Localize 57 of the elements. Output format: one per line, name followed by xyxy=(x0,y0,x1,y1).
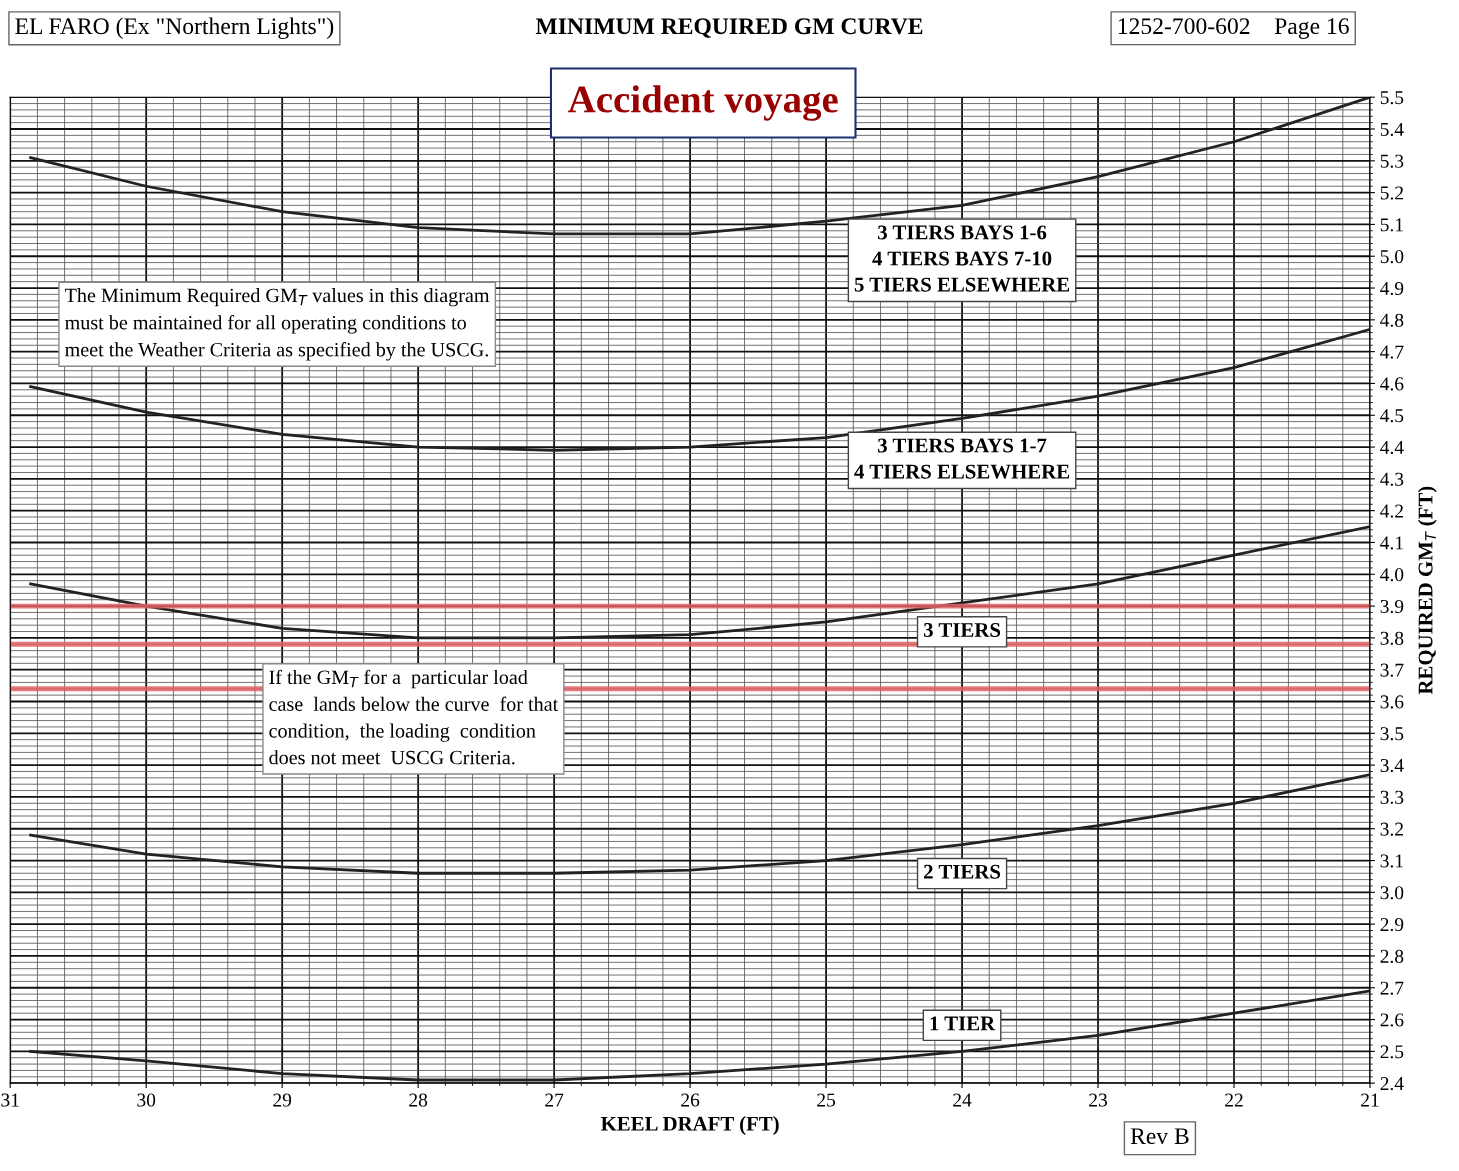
y-tick-label: 4.2 xyxy=(1380,504,1403,518)
x-axis-title: KEEL DRAFT (FT) xyxy=(600,1116,779,1135)
y-tick-label: 3.9 xyxy=(1380,599,1404,614)
y-tick-label: 2.9 xyxy=(1380,918,1404,932)
y-tick-label: 4.9 xyxy=(1380,281,1404,296)
x-tick-label: 25 xyxy=(817,1093,836,1107)
x-tick-label: 22 xyxy=(1225,1093,1243,1107)
annotation: Accident voyage xyxy=(568,85,838,121)
series-label: 3 TIERS BAYS 1-6 4 TIERS BAYS 7-10 5 TIERS ELSEWHERE xyxy=(854,225,1070,292)
x-tick-label: 27 xyxy=(545,1093,564,1107)
y-tick-label: 3.4 xyxy=(1380,758,1404,773)
y-tick-label: 4.1 xyxy=(1380,536,1403,550)
annotation: If the GM$_{T}$ for a particular load case lands below the curve for that condition, the loading condition does not meet USCG Criteria. xyxy=(269,669,559,765)
x-tick-label: 21 xyxy=(1361,1093,1379,1107)
text: 1252-700-602 Page 16 xyxy=(1118,18,1349,39)
y-tick-label: 4.4 xyxy=(1380,441,1404,455)
y-tick-label: 3.8 xyxy=(1380,631,1404,645)
y-tick-label: 3.2 xyxy=(1380,822,1403,836)
x-tick-label: 29 xyxy=(273,1093,292,1107)
x-tick-label: 26 xyxy=(681,1093,700,1107)
y-tick-label: 5.4 xyxy=(1380,122,1404,137)
y-tick-label: 4.5 xyxy=(1380,409,1404,423)
x-tick-label: 28 xyxy=(409,1093,428,1107)
y-tick-label: 3.3 xyxy=(1380,790,1404,804)
y-tick-label: 3.0 xyxy=(1380,886,1404,900)
y-tick-label: 4.8 xyxy=(1380,313,1404,327)
y-tick-label: 4.6 xyxy=(1380,377,1404,391)
series-label: 3 TIERS xyxy=(923,623,1001,638)
series-label: 1 TIER xyxy=(930,1016,996,1031)
y-tick-label: 3.5 xyxy=(1380,727,1404,741)
y-tick-label: 3.6 xyxy=(1380,695,1404,709)
y-tick-label: 2.6 xyxy=(1380,1013,1404,1027)
chart-title: MINIMUM REQUIRED GM CURVE xyxy=(535,18,923,38)
y-tick-label: 5.1 xyxy=(1380,218,1403,232)
x-tick-label: 31 xyxy=(1,1093,19,1107)
y-tick-label: 5.5 xyxy=(1380,91,1404,105)
y-tick-label: 4.3 xyxy=(1380,472,1404,486)
text: Rev B xyxy=(1130,1128,1189,1145)
y-tick-label: 2.7 xyxy=(1380,981,1404,995)
y-tick-label: 5.0 xyxy=(1380,250,1404,264)
series-label: 2 TIERS xyxy=(924,864,1001,879)
y-tick-label: 2.4 xyxy=(1380,1077,1404,1091)
y-tick-label: 3.7 xyxy=(1380,663,1404,677)
y-tick-label: 5.2 xyxy=(1380,186,1403,200)
y-tick-label: 5.3 xyxy=(1380,154,1404,168)
annotation: The Minimum Required GM$_{T}$ values in this diagram must be maintained for all operating conditions to meet the Weather Criteria as specified by the USCG. xyxy=(64,288,490,361)
y-tick-label: 4.0 xyxy=(1380,568,1404,582)
x-tick-label: 30 xyxy=(137,1093,156,1107)
y-tick-label: 3.1 xyxy=(1380,854,1403,868)
x-tick-label: 23 xyxy=(1089,1093,1108,1107)
y-tick-label: 4.7 xyxy=(1380,345,1404,359)
y-tick-label: 2.5 xyxy=(1380,1045,1404,1059)
chart-subtitle: EL FARO (Ex "Northern Lights") xyxy=(15,17,334,40)
y-axis-title: REQUIRED GM$_{T}$ (FT) xyxy=(1417,486,1437,695)
y-tick-label: 2.8 xyxy=(1380,949,1404,963)
series-label: 3 TIERS BAYS 1-7 4 TIERS ELSEWHERE xyxy=(854,438,1070,479)
x-tick-label: 24 xyxy=(953,1093,972,1107)
